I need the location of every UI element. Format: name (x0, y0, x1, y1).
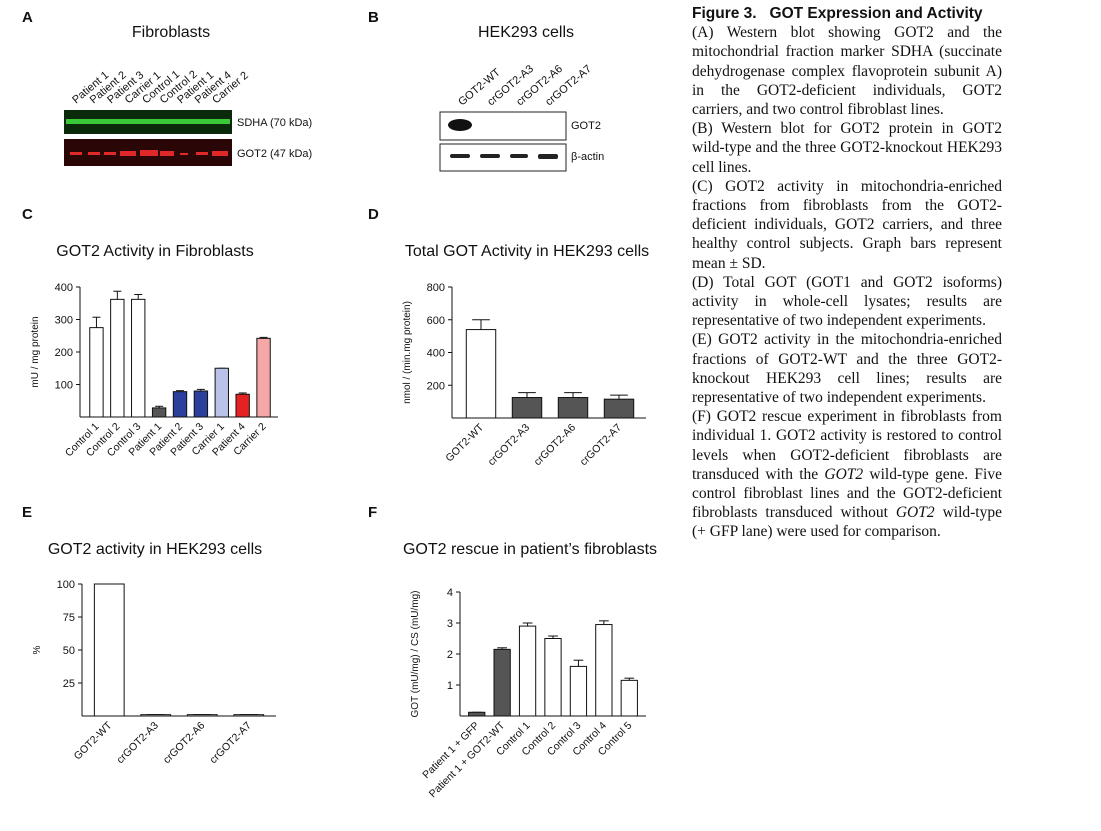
x-tick-label: GOT2-WT (443, 421, 486, 464)
caption-paragraph: (F) GOT2 rescue experiment in fibroblast… (692, 407, 1002, 541)
panel-label: F (368, 504, 377, 521)
chart-title: GOT2 Activity in Fibroblasts (56, 243, 253, 260)
bar (235, 393, 250, 418)
bar (511, 397, 543, 419)
band-label: SDHA (70 kDa) (237, 117, 312, 129)
caption-text: (F) GOT2 rescue experiment in fibroblast… (692, 408, 1002, 483)
panel-label: B (368, 9, 379, 26)
y-axis-label: GOT (mU/mg) / CS (mU/mg) (410, 590, 421, 717)
caption-text: (B) Western blot for GOT2 protein in GOT… (692, 120, 1002, 176)
blot-band (66, 119, 230, 124)
band-label: GOT2 (47 kDa) (237, 148, 312, 160)
caption-text: (D) Total GOT (GOT1 and GOT2 isoforms) a… (692, 273, 1002, 330)
y-axis-label: % (32, 645, 43, 654)
y-tick-label: 50 (63, 645, 75, 657)
chart-title: Total GOT Activity in HEK293 cells (405, 243, 649, 260)
caption-text: (C) GOT2 activity in mitochondria-enrich… (692, 177, 1002, 272)
y-tick-label: 1 (447, 680, 453, 692)
bar (256, 337, 271, 418)
panel-label: D (368, 206, 379, 223)
caption-text: GOT2 (824, 465, 864, 483)
band-label: β-actin (571, 151, 604, 163)
bar (89, 327, 104, 418)
x-tick-label: crGOT2-A6 (532, 422, 579, 469)
caption-title-line: Figure 3. GOT Expression and Activity (692, 4, 1002, 23)
bar (518, 625, 537, 717)
y-tick-label: 300 (55, 315, 73, 327)
caption-text: (E) GOT2 activity in the mitochondria-en… (692, 331, 1002, 407)
caption-paragraph: (E) GOT2 activity in the mitochondria-en… (692, 330, 1002, 407)
blot-bands (70, 150, 228, 156)
bar (493, 648, 511, 717)
y-tick-label: 600 (427, 315, 445, 327)
y-tick-label: 4 (447, 587, 453, 599)
blot-bands (450, 154, 558, 159)
bar (193, 390, 209, 418)
bar (595, 624, 613, 717)
caption-text: GOT2 (895, 504, 935, 522)
x-tick-label: crGOT2-A6 (161, 720, 208, 767)
bar (620, 679, 638, 717)
x-tick-label: crGOT2-A7 (578, 422, 625, 469)
caption-paragraph: (A) Western blot showing GOT2 and the mi… (692, 23, 1002, 119)
caption-title: Figure 3. GOT Expression and Activity (692, 5, 983, 22)
bar (233, 714, 265, 717)
bar (93, 583, 125, 717)
bar (468, 711, 486, 717)
band-label: GOT2 (571, 120, 601, 132)
bar (603, 398, 635, 419)
y-tick-label: 100 (57, 579, 75, 591)
bar (131, 298, 146, 418)
caption-paragraph: (D) Total GOT (GOT1 and GOT2 isoforms) a… (692, 273, 1002, 331)
panel-label: C (22, 206, 33, 223)
chart-title: GOT2 activity in HEK293 cells (48, 541, 262, 558)
y-tick-label: 25 (63, 678, 75, 690)
caption: Figure 3. GOT Expression and Activity (A)… (692, 4, 1002, 542)
y-tick-label: 2 (447, 649, 453, 661)
bar (151, 407, 167, 418)
bar (110, 298, 125, 418)
y-tick-label: 800 (427, 282, 445, 294)
y-tick-label: 75 (63, 612, 75, 624)
y-tick-label: 400 (427, 348, 445, 360)
y-tick-label: 400 (55, 282, 73, 294)
bar (569, 665, 588, 717)
y-tick-label: 100 (55, 380, 73, 392)
x-tick-label: crGOT2-A7 (207, 720, 254, 767)
panel-label: A (22, 9, 33, 26)
y-tick-label: 200 (55, 347, 73, 359)
y-tick-label: 3 (447, 618, 453, 630)
bar (172, 391, 188, 418)
x-tick-label: GOT2-WT (72, 719, 115, 762)
x-tick-label: crGOT2-A3 (114, 720, 161, 767)
x-tick-label: crGOT2-A3 (486, 422, 533, 469)
bar (557, 397, 589, 419)
caption-paragraph: (C) GOT2 activity in mitochondria-enrich… (692, 177, 1002, 273)
bar (140, 714, 172, 717)
bar (214, 367, 229, 418)
caption-paragraph: (B) Western blot for GOT2 protein in GOT… (692, 119, 1002, 177)
panel-label: E (22, 504, 32, 521)
y-tick-label: 200 (427, 380, 445, 392)
bar (544, 638, 562, 717)
y-axis-label: nmol / (min.mg protein) (402, 301, 413, 404)
blot-title: Fibroblasts (132, 24, 210, 41)
blot-band (448, 119, 472, 131)
bar (465, 329, 497, 419)
blot-title: HEK293 cells (478, 24, 574, 41)
caption-text: wild-type gene. Five control fibroblast … (692, 465, 1002, 522)
chart-title: GOT2 rescue in patient’s fibroblasts (403, 541, 657, 558)
bar (186, 714, 218, 717)
caption-text: wild-type (+ GFP lane) were used for com… (692, 504, 1002, 541)
caption-text: (A) Western blot showing GOT2 and the mi… (692, 24, 1002, 119)
charts: A B C D E F Fibroblasts SDHA (70 kDa) GO… (22, 9, 657, 800)
y-axis-label: mU / mg protein (30, 316, 41, 387)
